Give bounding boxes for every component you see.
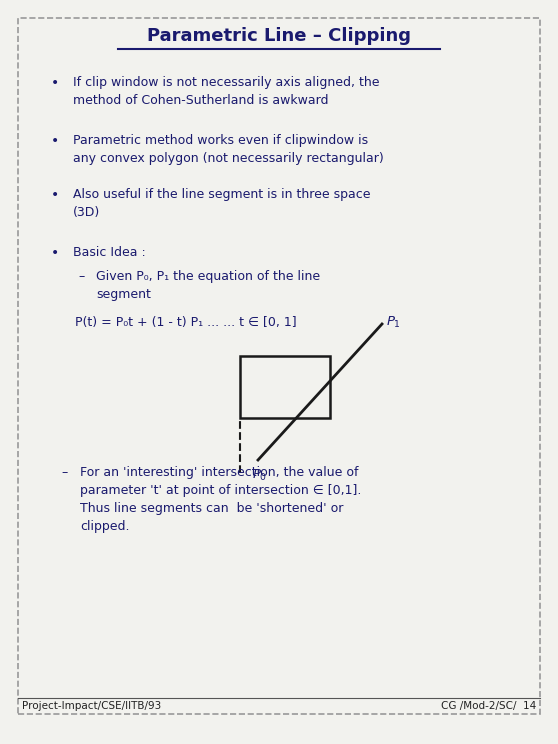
Text: P(t) = P₀t + (1 - t) P₁ ... ... t ∈ [0, 1]: P(t) = P₀t + (1 - t) P₁ ... ... t ∈ [0, … [75, 316, 297, 329]
Text: Basic Idea :: Basic Idea : [73, 246, 146, 259]
Text: Parametric Line – Clipping: Parametric Line – Clipping [147, 27, 411, 45]
Text: For an 'interesting' intersection, the value of
parameter 't' at point of inters: For an 'interesting' intersection, the v… [80, 466, 362, 533]
Text: Parametric method works even if clipwindow is
any convex polygon (not necessaril: Parametric method works even if clipwind… [73, 134, 384, 165]
Text: Project-Impact/CSE/IITB/93: Project-Impact/CSE/IITB/93 [22, 701, 161, 711]
Text: $P_1$: $P_1$ [386, 315, 401, 330]
Text: Given P₀, P₁ the equation of the line
segment: Given P₀, P₁ the equation of the line se… [96, 270, 320, 301]
Text: $P_0$: $P_0$ [252, 468, 267, 483]
Text: Also useful if the line segment is in three space
(3D): Also useful if the line segment is in th… [73, 188, 371, 219]
Bar [240, 356, 330, 418]
Text: –: – [79, 270, 85, 283]
Text: –: – [62, 466, 68, 479]
Text: •: • [51, 246, 59, 260]
Text: CG /Mod-2/SC/  14: CG /Mod-2/SC/ 14 [441, 701, 536, 711]
Text: •: • [51, 134, 59, 148]
Text: •: • [51, 76, 59, 90]
Text: If clip window is not necessarily axis aligned, the
method of Cohen-Sutherland i: If clip window is not necessarily axis a… [73, 76, 379, 107]
Text: •: • [51, 188, 59, 202]
